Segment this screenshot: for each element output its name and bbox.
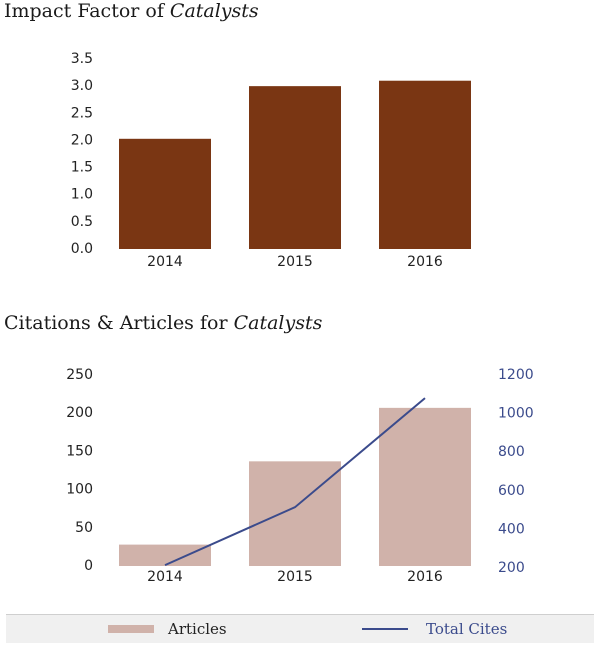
left-y-tick-label: 50 — [75, 520, 93, 536]
x-tick-label: 2014 — [147, 569, 183, 585]
x-tick-label: 2015 — [277, 254, 313, 270]
right-y-tick-label: 400 — [498, 521, 525, 537]
citations-title-prefix: Citations & Articles for — [4, 312, 234, 334]
left-y-tick-label: 0 — [84, 558, 93, 574]
left-y-tick-label: 100 — [66, 482, 93, 498]
y-tick-label: 1.0 — [71, 187, 93, 203]
impact-bar — [249, 86, 341, 249]
right-y-tick-label: 200 — [498, 560, 525, 576]
citations-articles-title: Citations & Articles for Catalysts — [4, 312, 322, 334]
impact-factor-chart: 0.0 0.5 1.0 1.5 2.0 2.5 3.0 3.5 2014 2015 2016 — [71, 51, 471, 270]
impact-factor-title: Impact Factor of Catalysts — [4, 0, 259, 22]
y-tick-label: 0.0 — [71, 241, 93, 257]
y-tick-label: 0.5 — [71, 214, 93, 230]
impact-title-prefix: Impact Factor of — [4, 0, 170, 22]
impact-bar — [119, 138, 211, 249]
left-y-tick-label: 200 — [66, 405, 93, 421]
right-y-tick-label: 600 — [498, 483, 525, 499]
x-tick-label: 2016 — [407, 569, 443, 585]
citations-title-journal: Catalysts — [233, 312, 323, 334]
y-tick-label: 2.5 — [71, 105, 93, 121]
y-tick-label: 3.0 — [71, 78, 93, 94]
chart-legend: Articles Total Cites — [6, 614, 594, 643]
articles-bar — [119, 544, 211, 566]
legend-articles-label: Articles — [168, 620, 227, 638]
total-cites-swatch — [362, 628, 408, 630]
right-y-tick-label: 1200 — [498, 367, 534, 383]
x-tick-label: 2016 — [407, 254, 443, 270]
articles-swatch — [108, 625, 154, 633]
right-y-tick-label: 800 — [498, 444, 525, 460]
left-y-tick-label: 150 — [66, 443, 93, 459]
citations-articles-chart: 0 50 100 150 200 250 200 400 600 800 1000 1200 2014 2… — [66, 367, 534, 585]
legend-total-cites-label: Total Cites — [426, 620, 508, 638]
articles-bar — [379, 407, 471, 566]
legend-item-total-cites: Total Cites — [362, 615, 507, 643]
legend-item-articles: Articles — [108, 615, 227, 643]
y-tick-label: 3.5 — [71, 51, 93, 67]
x-tick-label: 2015 — [277, 569, 313, 585]
impact-bar — [379, 80, 471, 249]
right-y-tick-label: 1000 — [498, 406, 534, 422]
y-tick-label: 2.0 — [71, 132, 93, 148]
left-y-tick-label: 250 — [66, 367, 93, 383]
impact-title-journal: Catalysts — [169, 0, 259, 22]
articles-bar — [249, 461, 341, 566]
total-cites-line — [164, 397, 426, 567]
y-tick-label: 1.5 — [71, 160, 93, 176]
x-tick-label: 2014 — [147, 254, 183, 270]
